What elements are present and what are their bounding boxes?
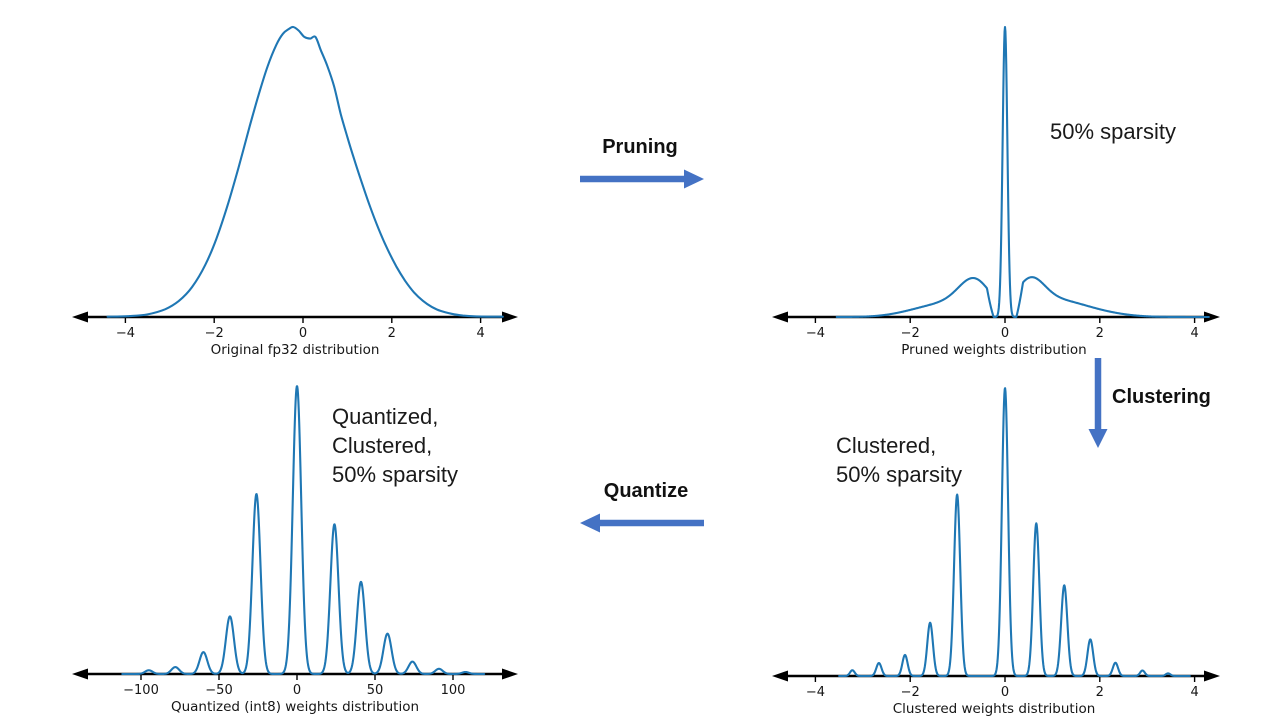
axis-left-arrowhead-icon: [72, 668, 88, 680]
x-tick-label: 2: [388, 326, 396, 341]
x-tick-label: −100: [123, 683, 159, 698]
axis-left-arrowhead-icon: [772, 670, 788, 682]
x-tick-label: 0: [293, 683, 301, 698]
x-tick-label: −4: [806, 685, 825, 700]
distribution-curve: [106, 25, 504, 318]
fp32-axes-canvas: −4 −2 0 2 4: [72, 25, 518, 341]
x-tick-label: −2: [901, 685, 920, 700]
axis-left-arrowhead-icon: [72, 311, 88, 323]
x-tick-label: 0: [1001, 326, 1009, 341]
clustered-axis-label: Clustered weights distribution: [892, 701, 1096, 717]
x-tick-label: 0: [1001, 685, 1009, 700]
quantized-sparsity-annotation: Quantized, Clustered, 50% sparsity: [332, 404, 458, 487]
x-tick-label: −2: [901, 326, 920, 341]
quantized-axes-canvas: −100 −50 0 50 100: [72, 385, 518, 698]
x-tick-label: 0: [299, 326, 307, 341]
pruned-sparsity-annotation: 50% sparsity: [1050, 119, 1176, 144]
quantize-arrow-icon: [580, 513, 704, 533]
x-tick-label: 2: [1096, 685, 1104, 700]
x-tick-label: 50: [367, 683, 384, 698]
x-tick-label: −2: [205, 326, 224, 341]
x-tick-label: 4: [476, 326, 484, 341]
x-tick-label: −50: [205, 683, 232, 698]
pruning-arrow-label: Pruning: [602, 136, 678, 158]
x-tick-label: 2: [1096, 326, 1104, 341]
clustering-arrow-icon: [1088, 358, 1108, 448]
x-tick-label: 4: [1190, 326, 1198, 341]
quantized-axis-label: Quantized (int8) weights distribution: [170, 699, 420, 715]
plot-clustered-weights: −4 −2 0 2 4 Clustered weights distribution: [758, 366, 1230, 718]
plot-quantized-int8: −100 −50 0 50 100 Quantized (int8) weights d…: [60, 366, 530, 718]
quantize-arrow-label: Quantize: [603, 480, 689, 502]
axis-right-arrowhead-icon: [502, 311, 518, 323]
plot-pruned-weights: −4 −2 0 2 4 Pruned weights distribution: [758, 8, 1230, 360]
fp32-axis-label: Original fp32 distribution: [210, 342, 380, 358]
distribution-curve: [121, 385, 486, 676]
distribution-curve: [838, 387, 1191, 678]
x-tick-label: 100: [441, 683, 466, 698]
pruned-axes-canvas: −4 −2 0 2 4: [772, 25, 1220, 341]
x-tick-label: −4: [116, 326, 135, 341]
axis-left-arrowhead-icon: [772, 311, 788, 323]
axis-right-arrowhead-icon: [1204, 670, 1220, 682]
axis-right-arrowhead-icon: [1204, 311, 1220, 323]
pruning-arrow-icon: [580, 169, 704, 189]
x-tick-label: −4: [806, 326, 825, 341]
distribution-curve: [835, 25, 1210, 319]
plot-original-fp32: −4 −2 0 2 4 Original fp32 distribution: [60, 8, 530, 360]
pruned-axis-label: Pruned weights distribution: [901, 342, 1087, 358]
clustered-sparsity-annotation: Clustered, 50% sparsity: [836, 433, 962, 487]
clustered-axes-canvas: −4 −2 0 2 4: [772, 387, 1220, 700]
x-tick-label: 4: [1190, 685, 1198, 700]
axis-right-arrowhead-icon: [502, 668, 518, 680]
clustering-arrow-label: Clustering: [1112, 386, 1211, 408]
